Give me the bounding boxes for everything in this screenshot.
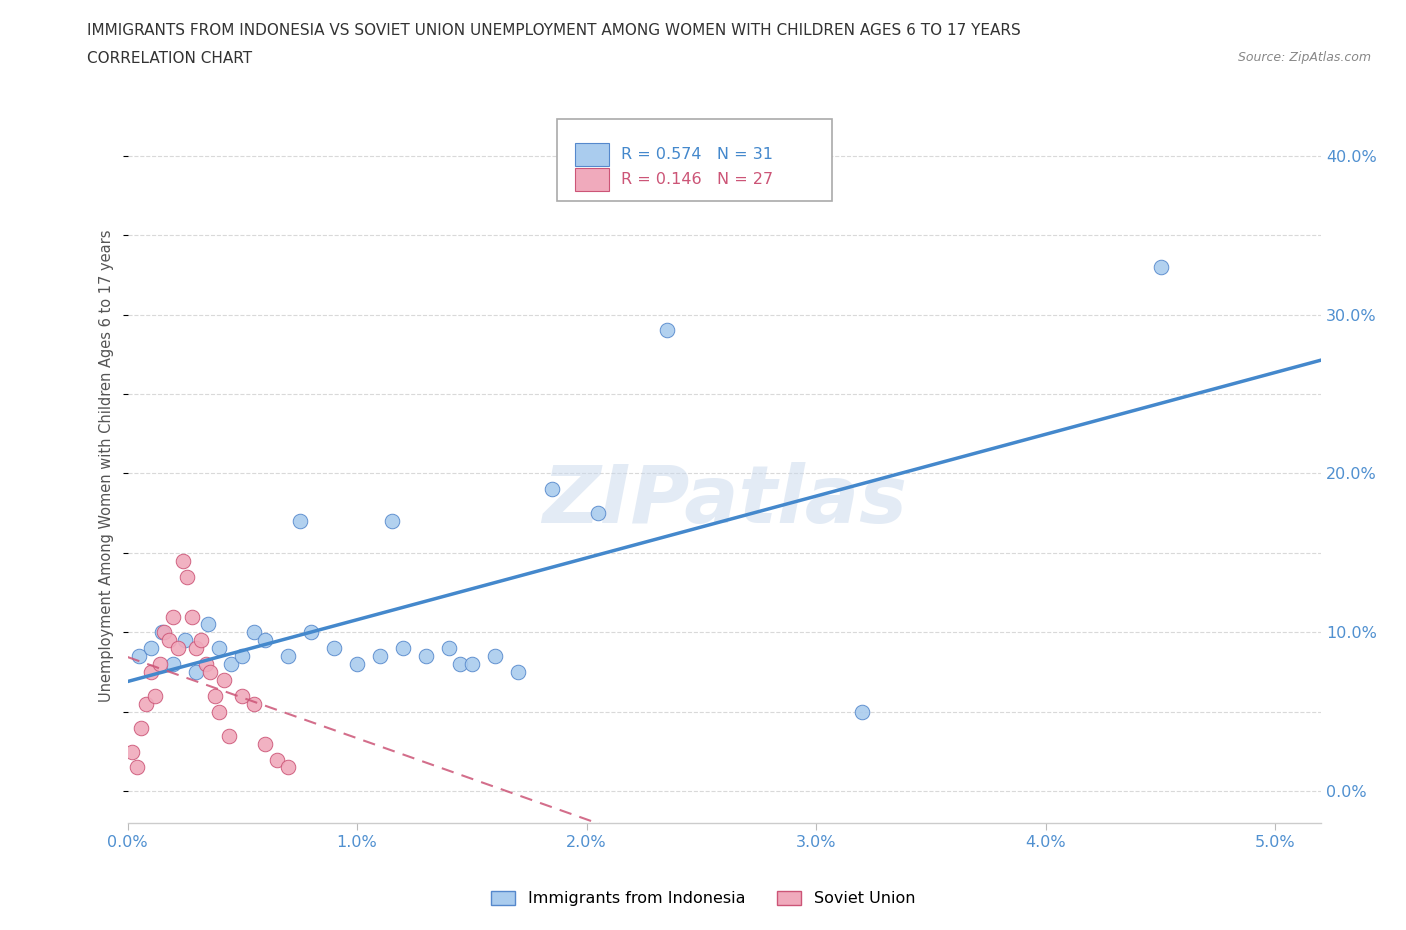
Point <box>139 641 162 656</box>
Point <box>655 323 678 338</box>
Point <box>506 665 529 680</box>
Point <box>190 633 212 648</box>
Point <box>143 688 166 703</box>
Point <box>180 609 202 624</box>
Point <box>197 617 219 631</box>
Point <box>204 688 226 703</box>
Point <box>277 760 299 775</box>
Point <box>586 506 609 521</box>
Point <box>219 657 242 671</box>
Text: ZIPatlas: ZIPatlas <box>541 462 907 540</box>
Point <box>157 633 180 648</box>
Point <box>167 641 190 656</box>
Point <box>449 657 471 671</box>
Point <box>392 641 415 656</box>
Text: R = 0.146   N = 27: R = 0.146 N = 27 <box>620 172 773 187</box>
Point <box>380 513 402 528</box>
Point <box>346 657 368 671</box>
Legend: Immigrants from Indonesia, Soviet Union: Immigrants from Indonesia, Soviet Union <box>485 884 921 912</box>
Point <box>176 569 198 584</box>
Point <box>288 513 311 528</box>
Point <box>194 657 217 671</box>
Point <box>851 704 873 719</box>
Point <box>1149 259 1171 274</box>
Y-axis label: Unemployment Among Women with Children Ages 6 to 17 years: Unemployment Among Women with Children A… <box>100 230 114 702</box>
Point <box>128 649 150 664</box>
Point <box>212 672 235 687</box>
Point <box>277 649 299 664</box>
Point <box>162 657 184 671</box>
Point <box>243 697 266 711</box>
Point <box>254 737 277 751</box>
FancyBboxPatch shape <box>557 119 832 201</box>
Point <box>368 649 391 664</box>
Point <box>153 625 176 640</box>
Text: R = 0.574   N = 31: R = 0.574 N = 31 <box>620 147 772 162</box>
Point <box>323 641 346 656</box>
Point <box>299 625 322 640</box>
Point <box>135 697 157 711</box>
Point <box>484 649 506 664</box>
Text: CORRELATION CHART: CORRELATION CHART <box>87 51 252 66</box>
Point <box>541 482 564 497</box>
Point <box>415 649 437 664</box>
Point <box>218 728 240 743</box>
Point <box>174 633 197 648</box>
Text: Source: ZipAtlas.com: Source: ZipAtlas.com <box>1237 51 1371 64</box>
Point <box>461 657 484 671</box>
Text: IMMIGRANTS FROM INDONESIA VS SOVIET UNION UNEMPLOYMENT AMONG WOMEN WITH CHILDREN: IMMIGRANTS FROM INDONESIA VS SOVIET UNIO… <box>87 23 1021 38</box>
Point <box>437 641 460 656</box>
Point <box>125 760 148 775</box>
FancyBboxPatch shape <box>575 143 609 166</box>
Point <box>208 704 231 719</box>
Point <box>121 744 143 759</box>
Point <box>208 641 231 656</box>
Point <box>186 641 208 656</box>
Point <box>198 665 221 680</box>
Point <box>231 688 253 703</box>
Point <box>266 752 288 767</box>
Point <box>149 657 172 671</box>
Point <box>162 609 184 624</box>
Point <box>243 625 266 640</box>
Point <box>131 721 153 736</box>
Point <box>254 633 277 648</box>
FancyBboxPatch shape <box>575 168 609 191</box>
Point <box>172 553 194 568</box>
Point <box>186 665 208 680</box>
Point <box>150 625 173 640</box>
Point <box>139 665 162 680</box>
Point <box>231 649 253 664</box>
